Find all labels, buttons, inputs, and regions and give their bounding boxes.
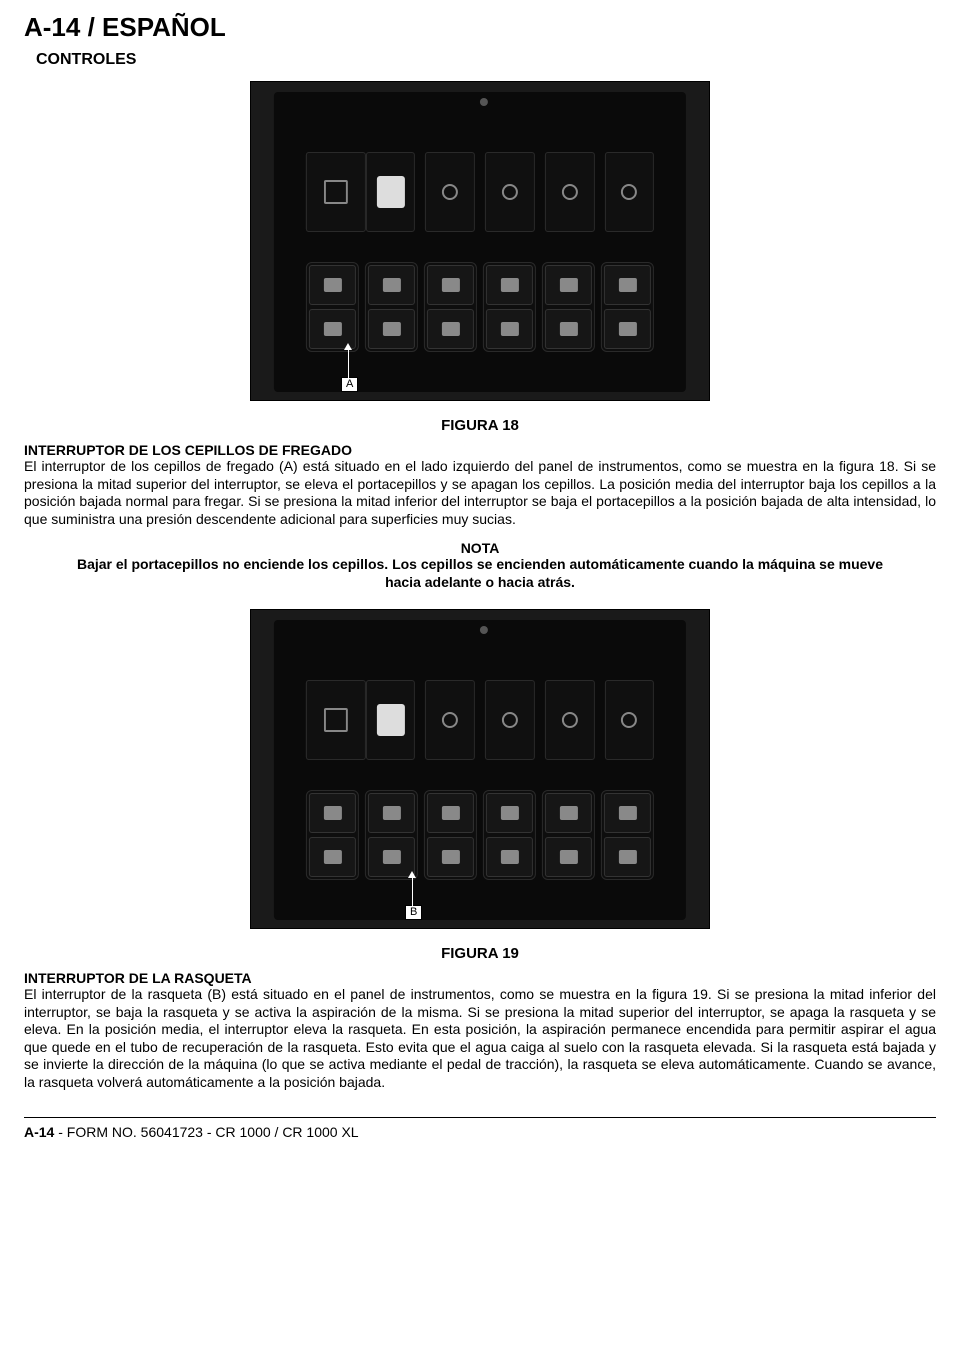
- callout-label-b: B: [405, 905, 422, 920]
- callout-line-b: [412, 876, 413, 906]
- body-text-cepillos: El interruptor de los cepillos de fregad…: [24, 458, 936, 528]
- panel-led-icon: [480, 98, 488, 106]
- control-panel-19: [274, 620, 686, 920]
- figure-18-caption: FIGURA 18: [24, 417, 936, 434]
- callout-line-a: [348, 348, 349, 378]
- section-title-controles: CONTROLES: [36, 51, 936, 69]
- panel-led-icon-19: [480, 626, 488, 634]
- page-header: A-14 / ESPAÑOL: [24, 12, 936, 43]
- switch-blank-19-4: [485, 680, 535, 760]
- figure-19-image: B: [250, 609, 710, 929]
- switch-row-bottom-19: [306, 790, 654, 880]
- rocker-switch-a: [306, 262, 359, 352]
- body-text-rasqueta: El interruptor de la rasqueta (B) está s…: [24, 986, 936, 1091]
- rocker-switch-19-6: [601, 790, 654, 880]
- rocker-switch-19-3: [424, 790, 477, 880]
- callout-label-a: A: [341, 377, 358, 392]
- switch-blank-19-6: [604, 680, 654, 760]
- switch-blank-19-2: [366, 680, 416, 760]
- switch-heater-icon-19: [306, 680, 366, 760]
- rocker-switch-19-4: [483, 790, 536, 880]
- nota-label: NOTA: [64, 540, 896, 556]
- callout-arrow-b-icon: [408, 871, 416, 878]
- switch-blank-3: [425, 152, 475, 232]
- rocker-switch-2: [365, 262, 418, 352]
- switch-blank-4: [485, 152, 535, 232]
- rocker-switch-5: [542, 262, 595, 352]
- switch-blank-5: [545, 152, 595, 232]
- rocker-switch-19-5: [542, 790, 595, 880]
- switch-blank-6: [604, 152, 654, 232]
- subsection-title-cepillos: INTERRUPTOR DE LOS CEPILLOS DE FREGADO: [24, 442, 936, 458]
- callout-arrow-a-icon: [344, 343, 352, 350]
- rocker-switch-3: [424, 262, 477, 352]
- nota-block: NOTA Bajar el portacepillos no enciende …: [64, 540, 896, 591]
- rocker-switch-19-1: [306, 790, 359, 880]
- footer-page-number: A-14: [24, 1124, 58, 1140]
- rocker-switch-b: [365, 790, 418, 880]
- footer-doc-info: - FORM NO. 56041723 - CR 1000 / CR 1000 …: [58, 1124, 358, 1140]
- figure-19-caption: FIGURA 19: [24, 945, 936, 962]
- figure-18-image: A: [250, 81, 710, 401]
- subsection-title-rasqueta: INTERRUPTOR DE LA RASQUETA: [24, 970, 936, 986]
- control-panel: [274, 92, 686, 392]
- switch-blank-19-5: [545, 680, 595, 760]
- switch-heater-icon: [306, 152, 366, 232]
- rocker-switch-6: [601, 262, 654, 352]
- rocker-switch-4: [483, 262, 536, 352]
- nota-text: Bajar el portacepillos no enciende los c…: [64, 556, 896, 591]
- switch-row-bottom: [306, 262, 654, 352]
- footer-rule: [24, 1117, 936, 1118]
- switch-blank-2: [366, 152, 416, 232]
- switch-blank-19-3: [425, 680, 475, 760]
- footer-text: A-14 - FORM NO. 56041723 - CR 1000 / CR …: [24, 1124, 936, 1140]
